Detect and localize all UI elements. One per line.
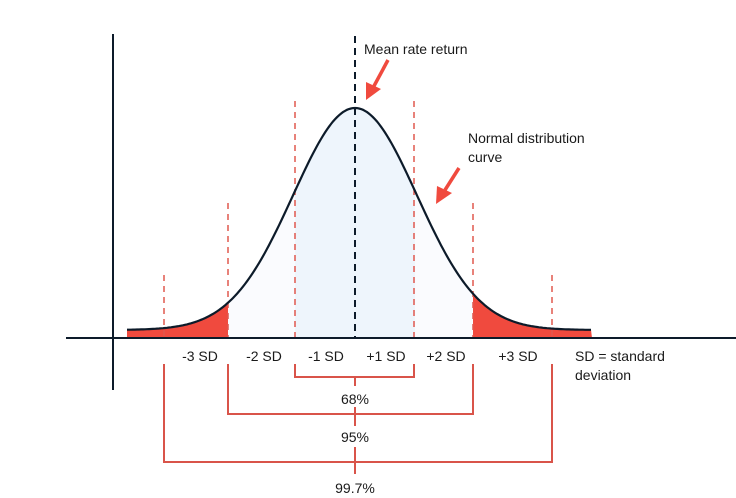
bracket-three-sd	[163, 364, 553, 463]
curve-annotation-line2: curve	[468, 149, 502, 165]
sd-label-minus-2: -2 SD	[246, 348, 282, 364]
curve-arrow-shaft	[443, 167, 461, 191]
sd-label-minus-3: -3 SD	[182, 348, 218, 364]
curve-annotation-line1: Normal distribution	[468, 130, 585, 146]
sd-legend-line1: SD = standard	[575, 348, 665, 364]
sd-label-plus-3: +3 SD	[498, 348, 537, 364]
mean-annotation: Mean rate return	[364, 41, 468, 57]
sd-label-plus-2: +2 SD	[426, 348, 465, 364]
range-label-99-7: 99.7%	[335, 480, 375, 496]
curve-arrow-head	[436, 186, 452, 204]
range-label-68: 68%	[341, 391, 369, 407]
right-tail-fill	[473, 293, 592, 338]
sd-legend-line2: deviation	[575, 367, 631, 383]
mean-arrow-shaft	[372, 59, 390, 87]
range-label-95: 95%	[341, 429, 369, 445]
sd-label-plus-1: +1 SD	[366, 348, 405, 364]
bracket-two-sd	[227, 364, 474, 415]
sd-label-minus-1: -1 SD	[308, 348, 344, 364]
bracket-one-sd	[294, 364, 415, 378]
normal-curve	[127, 106, 591, 331]
mean-arrow-head	[366, 82, 381, 100]
